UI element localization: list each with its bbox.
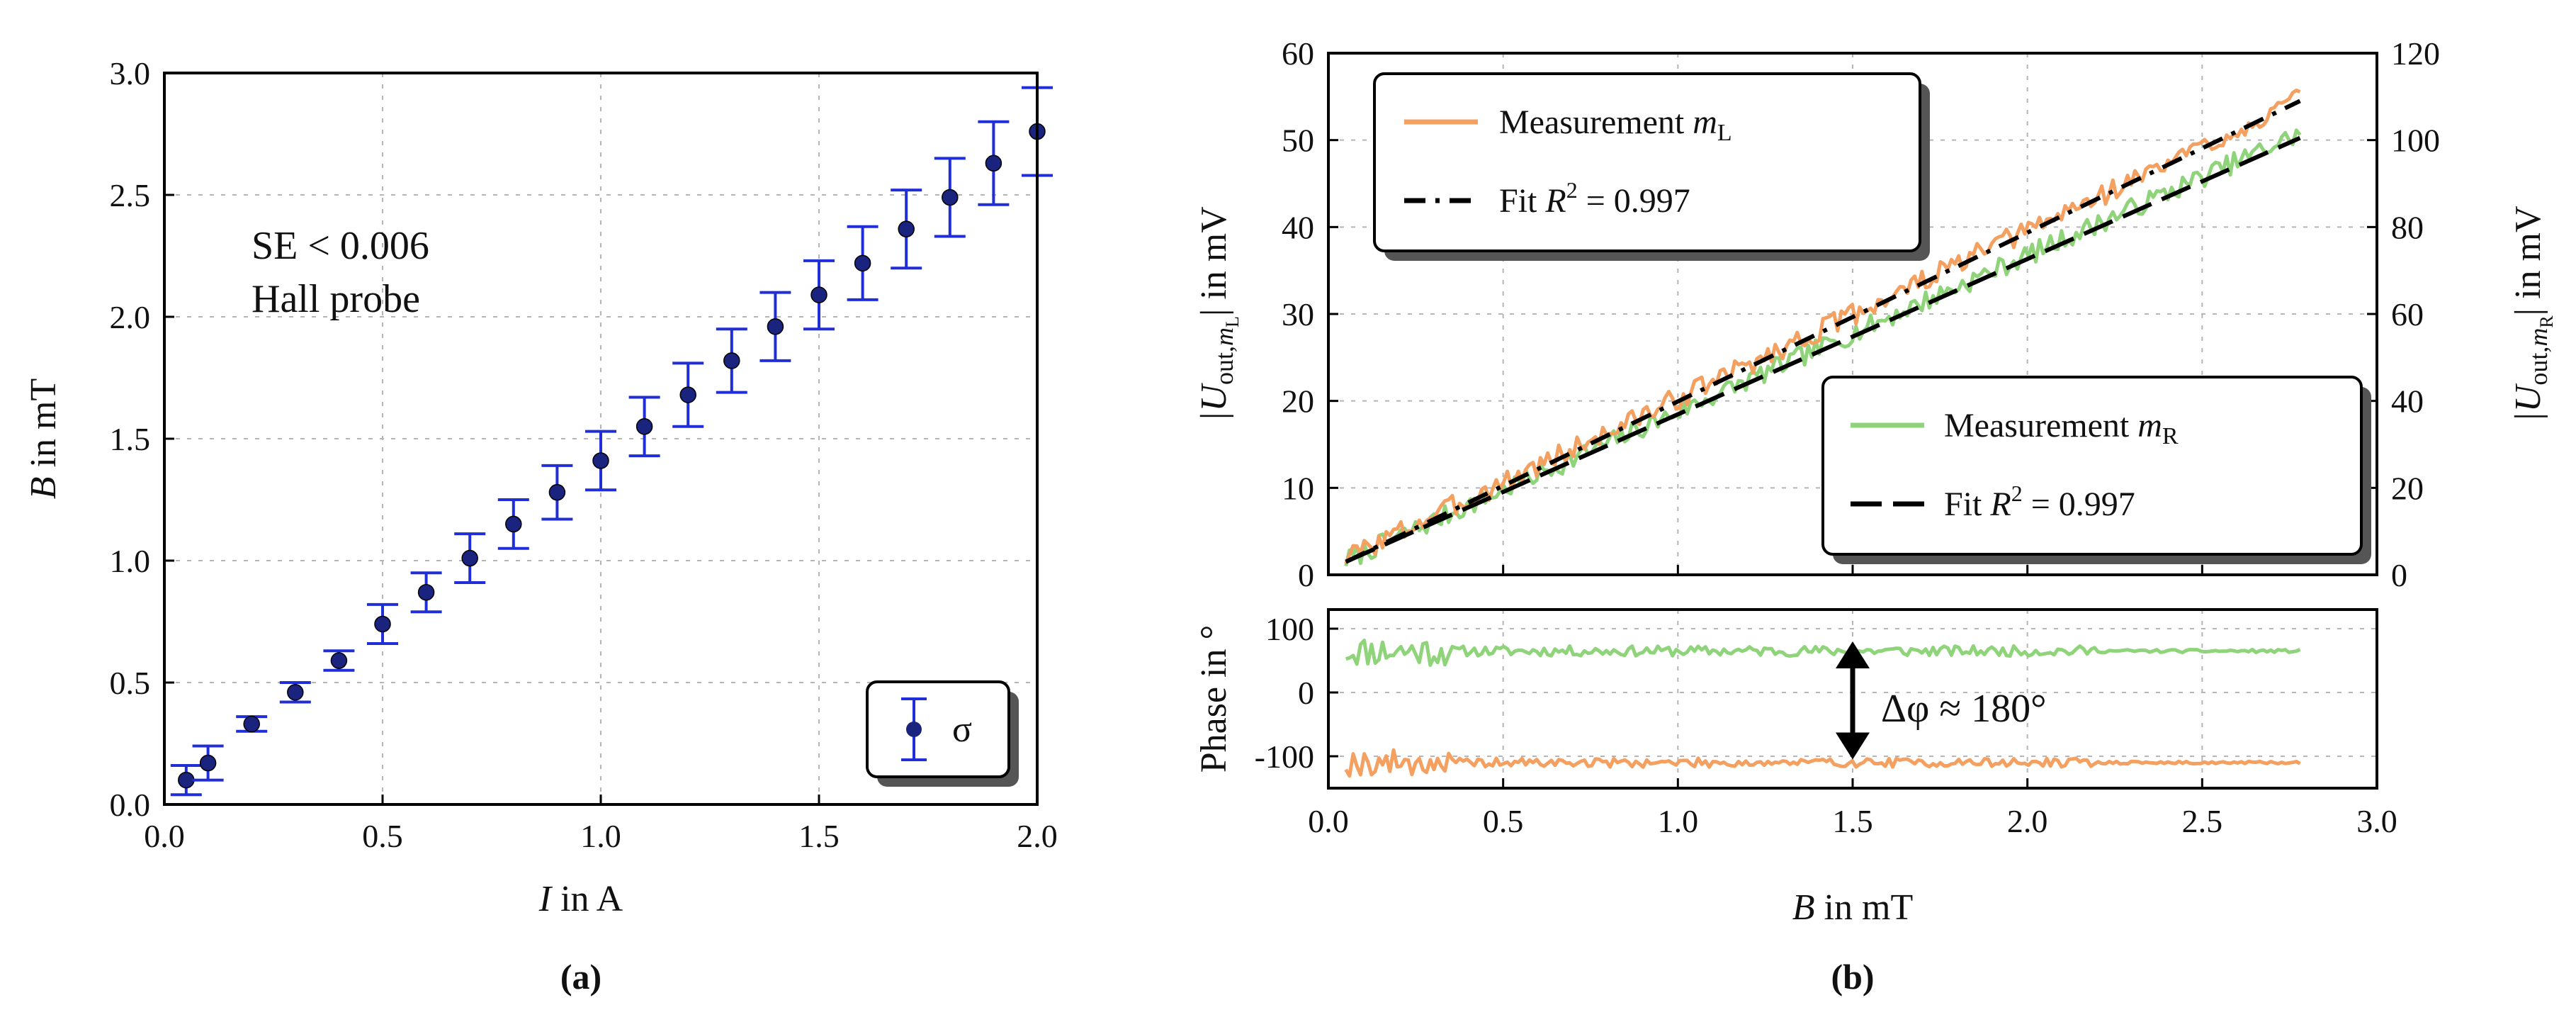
data-point — [635, 418, 653, 435]
panel-a-x-tick-label: 2.0 — [1017, 818, 1058, 854]
panel-b-bottom-frame — [1327, 608, 2378, 790]
panel-b-x-axis-label: B in mT — [1792, 887, 1913, 928]
phase-difference-annotation: Δφ ≈ 180° — [1881, 687, 2046, 731]
panel-b-x-tick-label: 0.0 — [1308, 803, 1349, 839]
panel-b-left-y-tick-label: 40 — [1282, 209, 1314, 245]
panel-a-x-tick-label: 0.0 — [144, 818, 185, 854]
panel-b-x-tick-label: 1.5 — [1832, 803, 1873, 839]
series-measurement-mR — [1344, 128, 2302, 567]
panel-b-bottom-y-axis-label: Phase in ° — [1194, 625, 1234, 773]
panel-b-right-y-tick-label: 20 — [2391, 470, 2424, 506]
panel-a-annotation-line1: SE < 0.006 — [252, 224, 429, 268]
data-point — [592, 452, 609, 469]
panel-a-data — [170, 86, 1053, 797]
data-point — [679, 386, 696, 403]
panel-a-label: (a) — [560, 957, 601, 997]
panel-b-x-tick-label: 2.5 — [2182, 803, 2223, 839]
panel-b-top-ticks: 0 10 20 30 40 50 60 0 20 40 60 80 100 120 — [1282, 35, 2440, 593]
panel-b-bottom-y-tick-label: 100 — [1265, 611, 1314, 647]
panel-b-right-y-tick-label: 40 — [2391, 383, 2424, 420]
panel-b-top: 0 10 20 30 40 50 60 0 20 40 60 80 100 120 Measurement… — [1194, 35, 2557, 593]
panel-a-y-tick-label: 1.5 — [110, 421, 151, 457]
data-point — [942, 189, 959, 206]
panel-a-y-tick-label: 0.0 — [110, 787, 151, 823]
panel-b-left-y-tick-label: 60 — [1282, 35, 1314, 72]
data-point — [461, 549, 478, 567]
data-point — [374, 615, 391, 633]
panel-b-bottom-data — [1344, 639, 2301, 778]
panel-b-bottom-y-tick-label: -100 — [1255, 739, 1314, 775]
data-point — [199, 754, 217, 772]
data-point — [330, 652, 348, 669]
panel-b-right-y-tick-label: 0 — [2391, 557, 2407, 593]
panel-a-y-axis-label: B in mT — [23, 378, 64, 499]
panel-a-y-tick-label: 1.0 — [110, 543, 151, 579]
legend-mR-fit-label: Fit R2 = 0.997 — [1944, 481, 2135, 523]
data-point — [723, 352, 740, 369]
fit-line-mR — [1345, 135, 2301, 564]
panel-a-annotation-line2: Hall probe — [252, 277, 420, 321]
panel-a-legend: σ — [866, 680, 1019, 787]
panel-b-y-axis-label-left: |Uout,mL| in mV — [1194, 206, 1243, 422]
panel-a: 0.0 0.5 1.0 1.5 2.0 0.0 0.5 1.0 1.5 2.0 2.5 3.0 SE … — [23, 55, 1058, 997]
panel-b-right-y-tick-label: 80 — [2391, 209, 2424, 245]
data-point — [178, 771, 195, 789]
arrow-head-up — [1836, 641, 1870, 668]
panel-b-left-y-tick-label: 20 — [1282, 383, 1314, 420]
legend-box — [866, 680, 1010, 778]
panel-b-left-y-tick-label: 0 — [1298, 557, 1314, 593]
data-point — [854, 254, 871, 272]
panel-b-x-tick-label: 1.0 — [1658, 803, 1699, 839]
panel-b-top-data — [1344, 89, 2302, 567]
panel-b-bottom-ticks: 0.0 0.5 1.0 1.5 2.0 2.5 3.0 100 0 -100 — [1255, 611, 2397, 839]
panel-b-bottom-y-tick-label: 0 — [1298, 675, 1314, 711]
panel-b-x-tick-label: 2.0 — [2007, 803, 2048, 839]
panel-b-right-y-tick-label: 60 — [2391, 296, 2424, 332]
data-point — [243, 715, 260, 733]
legend-mR-box — [1821, 376, 2363, 556]
panel-b-x-tick-label: 3.0 — [2356, 803, 2397, 839]
panel-b-label: (b) — [1831, 957, 1874, 997]
data-point — [417, 583, 435, 601]
panel-a-ticks: 0.0 0.5 1.0 1.5 2.0 0.0 0.5 1.0 1.5 2.0 2.5 3.0 — [110, 55, 1058, 854]
phase-difference-arrow — [1836, 641, 1870, 760]
panel-a-frame — [163, 72, 1039, 806]
panel-b-y-axis-label-right: |Uout,mR| in mV — [2508, 206, 2557, 422]
panel-b-right-y-tick-label: 120 — [2391, 35, 2440, 72]
legend-mL-fit-label: Fit R2 = 0.997 — [1499, 177, 1690, 220]
legend-mL-box — [1373, 72, 1921, 252]
arrow-head-down — [1836, 732, 1870, 760]
panel-a-y-tick-label: 2.5 — [110, 177, 151, 213]
data-point — [810, 286, 827, 303]
panel-a-y-tick-label: 0.5 — [110, 665, 151, 701]
panel-a-y-tick-label: 3.0 — [110, 55, 151, 91]
panel-b-right-y-tick-label: 100 — [2391, 123, 2440, 159]
data-point — [985, 155, 1002, 172]
panel-a-x-tick-label: 0.5 — [362, 818, 403, 854]
series-phase-mR — [1345, 639, 2301, 667]
data-point — [505, 515, 522, 533]
legend-mR: Measurement mR Fit R2 = 0.997 — [1821, 376, 2371, 564]
panel-b-left-y-tick-label: 30 — [1282, 296, 1314, 332]
legend-mR-measurement-label: Measurement mR — [1944, 407, 2179, 449]
panel-a-x-axis-label: I in A — [538, 879, 623, 919]
panel-b-left-y-tick-label: 50 — [1282, 123, 1314, 159]
panel-a-y-tick-label: 2.0 — [110, 299, 151, 335]
legend-label: σ — [952, 709, 972, 750]
data-point — [548, 483, 566, 501]
data-point — [287, 684, 304, 701]
panel-a-x-tick-label: 1.0 — [580, 818, 621, 854]
panel-a-x-tick-label: 1.5 — [798, 818, 840, 854]
panel-b-top-frame — [1327, 52, 2378, 576]
legend-mL-measurement-label: Measurement mL — [1499, 103, 1732, 146]
data-point — [767, 318, 784, 335]
legend-mL: Measurement mL Fit R2 = 0.997 — [1373, 72, 1930, 261]
panel-b-left-y-tick-label: 10 — [1282, 470, 1314, 506]
legend-marker — [906, 722, 922, 737]
series-phase-mL — [1344, 748, 2301, 778]
data-point — [898, 220, 915, 237]
panel-b-x-tick-label: 0.5 — [1483, 803, 1524, 839]
